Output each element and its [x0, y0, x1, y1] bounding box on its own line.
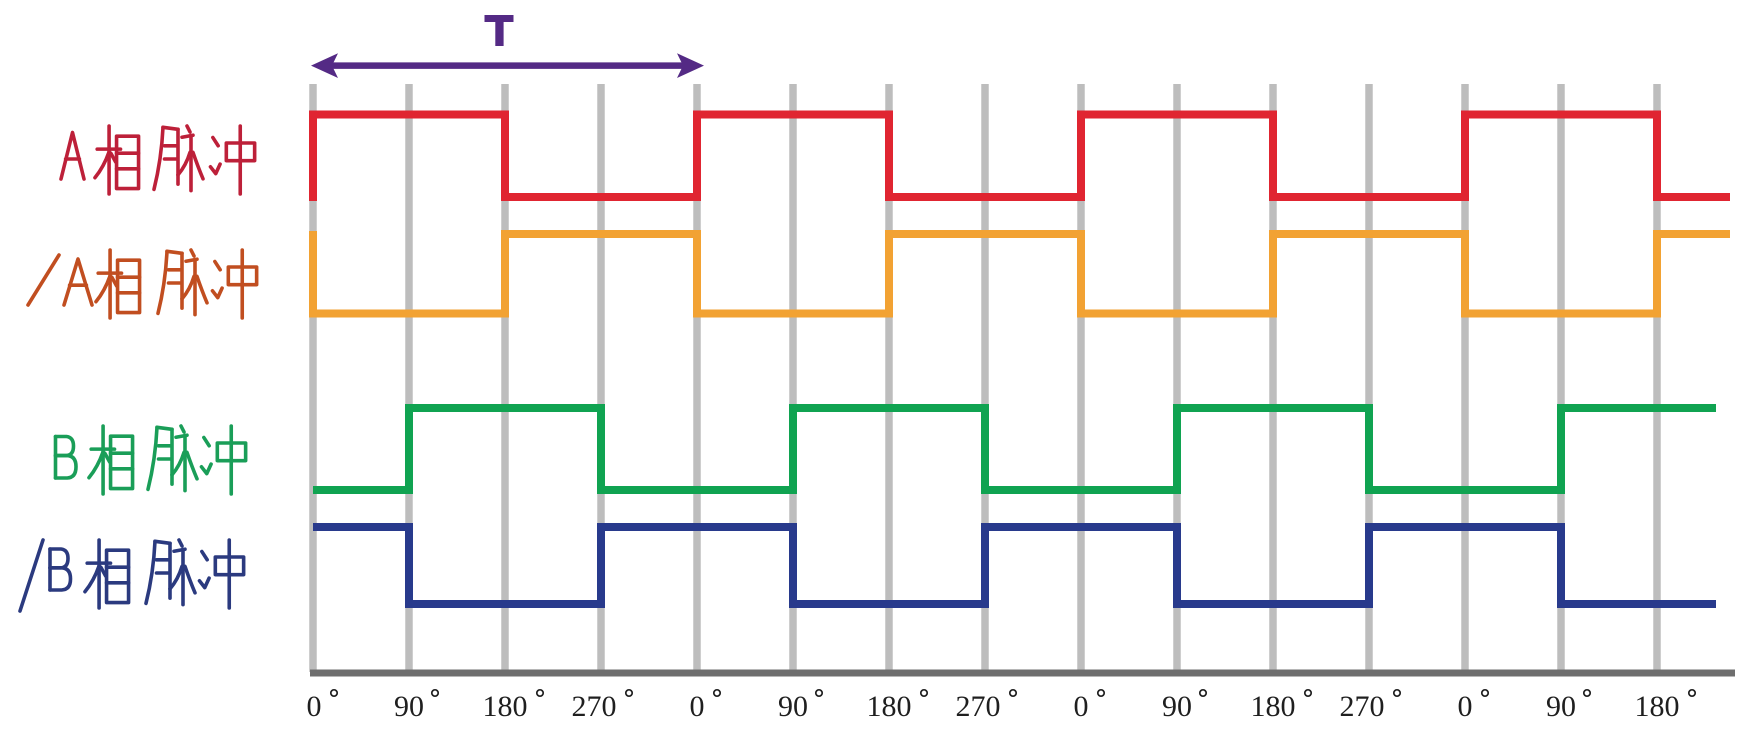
- svg-text:90: 90: [1546, 690, 1576, 723]
- svg-text:0: 0: [1458, 690, 1473, 723]
- svg-text:180: 180: [867, 690, 912, 723]
- svg-text:270: 270: [1340, 690, 1385, 723]
- svg-text:90: 90: [1162, 690, 1192, 723]
- svg-text:90: 90: [394, 690, 424, 723]
- svg-text:180: 180: [1251, 690, 1296, 723]
- svg-text:270: 270: [956, 690, 1001, 723]
- svg-text:270: 270: [572, 690, 617, 723]
- svg-text:0: 0: [690, 690, 705, 723]
- svg-text:90: 90: [778, 690, 808, 723]
- svg-text:180: 180: [483, 690, 528, 723]
- svg-text:0: 0: [307, 690, 322, 723]
- svg-text:0: 0: [1074, 690, 1089, 723]
- svg-text:180: 180: [1635, 690, 1680, 723]
